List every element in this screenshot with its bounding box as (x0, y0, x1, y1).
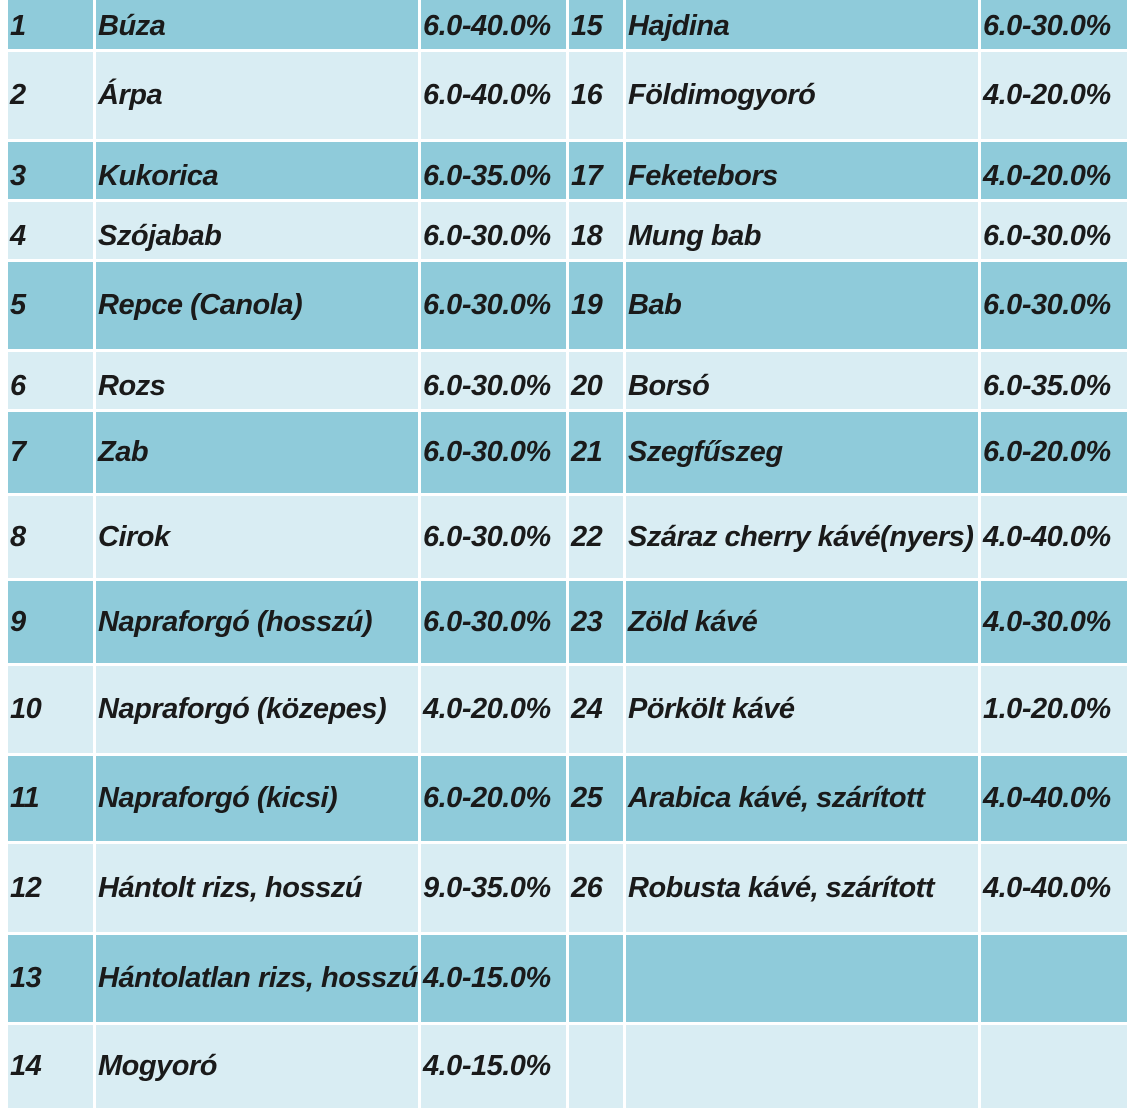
table-row: 1 Búza 6.0-40.0% 15 Hajdina 6.0-30.0% (8, 0, 1127, 52)
row-number: 23 (566, 581, 623, 666)
row-number: 10 (8, 666, 93, 756)
moisture-range: 6.0-35.0% (418, 142, 566, 202)
moisture-range: 6.0-30.0% (978, 202, 1127, 262)
moisture-range: 1.0-20.0% (978, 666, 1127, 756)
table-row: 7 Zab 6.0-30.0% 21 Szegfűszeg 6.0-20.0% (8, 412, 1127, 496)
row-number: 12 (8, 844, 93, 935)
row-number: 7 (8, 412, 93, 496)
row-number: 15 (566, 0, 623, 52)
row-number: 6 (8, 352, 93, 412)
moisture-range: 6.0-30.0% (418, 496, 566, 581)
row-number: 24 (566, 666, 623, 756)
moisture-range: 6.0-30.0% (418, 412, 566, 496)
grain-name: Földimogyoró (623, 52, 978, 142)
table-row: 3 Kukorica 6.0-35.0% 17 Feketebors 4.0-2… (8, 142, 1127, 202)
grain-name: Bab (623, 262, 978, 352)
row-number: 13 (8, 935, 93, 1025)
grain-name: Napraforgó (közepes) (93, 666, 418, 756)
moisture-range (978, 1025, 1127, 1111)
grain-name: Arabica kávé, szárított (623, 756, 978, 844)
row-number: 9 (8, 581, 93, 666)
row-number: 4 (8, 202, 93, 262)
row-number: 8 (8, 496, 93, 581)
moisture-range: 6.0-40.0% (418, 52, 566, 142)
moisture-range: 6.0-30.0% (418, 581, 566, 666)
grain-name: Mogyoró (93, 1025, 418, 1111)
row-number: 16 (566, 52, 623, 142)
grain-name: Napraforgó (kicsi) (93, 756, 418, 844)
row-number: 19 (566, 262, 623, 352)
moisture-range: 4.0-40.0% (978, 756, 1127, 844)
table-row: 11 Napraforgó (kicsi) 6.0-20.0% 25 Arabi… (8, 756, 1127, 844)
moisture-range: 6.0-30.0% (418, 202, 566, 262)
grain-name: Száraz cherry kávé(nyers) (623, 496, 978, 581)
moisture-range: 4.0-30.0% (978, 581, 1127, 666)
grain-name: Borsó (623, 352, 978, 412)
moisture-range: 6.0-30.0% (978, 0, 1127, 52)
row-number: 20 (566, 352, 623, 412)
grain-name: Szójabab (93, 202, 418, 262)
moisture-range: 6.0-30.0% (418, 352, 566, 412)
moisture-range: 4.0-15.0% (418, 935, 566, 1025)
table-row: 6 Rozs 6.0-30.0% 20 Borsó 6.0-35.0% (8, 352, 1127, 412)
table-row: 5 Repce (Canola) 6.0-30.0% 19 Bab 6.0-30… (8, 262, 1127, 352)
grain-name: Rozs (93, 352, 418, 412)
row-number: 3 (8, 142, 93, 202)
row-number: 21 (566, 412, 623, 496)
moisture-range (978, 935, 1127, 1025)
row-number: 22 (566, 496, 623, 581)
grain-name: Pörkölt kávé (623, 666, 978, 756)
grain-name: Napraforgó (hosszú) (93, 581, 418, 666)
grain-name: Hántolt rizs, hosszú (93, 844, 418, 935)
row-number: 5 (8, 262, 93, 352)
grain-name (623, 1025, 978, 1111)
moisture-range: 6.0-40.0% (418, 0, 566, 52)
grain-name (623, 935, 978, 1025)
grain-name: Zab (93, 412, 418, 496)
moisture-range: 4.0-15.0% (418, 1025, 566, 1111)
moisture-range: 4.0-40.0% (978, 496, 1127, 581)
grain-moisture-table: 1 Búza 6.0-40.0% 15 Hajdina 6.0-30.0% 2 … (8, 0, 1127, 1111)
row-number: 18 (566, 202, 623, 262)
moisture-range: 6.0-30.0% (418, 262, 566, 352)
grain-name: Feketebors (623, 142, 978, 202)
row-number (566, 1025, 623, 1111)
table-row: 4 Szójabab 6.0-30.0% 18 Mung bab 6.0-30.… (8, 202, 1127, 262)
grain-name: Cirok (93, 496, 418, 581)
grain-name: Szegfűszeg (623, 412, 978, 496)
moisture-range: 6.0-35.0% (978, 352, 1127, 412)
row-number: 26 (566, 844, 623, 935)
moisture-range: 6.0-20.0% (418, 756, 566, 844)
table-row: 9 Napraforgó (hosszú) 6.0-30.0% 23 Zöld … (8, 581, 1127, 666)
moisture-range: 9.0-35.0% (418, 844, 566, 935)
grain-name: Robusta kávé, szárított (623, 844, 978, 935)
moisture-range: 4.0-20.0% (418, 666, 566, 756)
grain-name: Repce (Canola) (93, 262, 418, 352)
row-number: 11 (8, 756, 93, 844)
row-number: 2 (8, 52, 93, 142)
moisture-range: 6.0-30.0% (978, 262, 1127, 352)
row-number: 17 (566, 142, 623, 202)
moisture-range: 4.0-20.0% (978, 142, 1127, 202)
moisture-range: 6.0-20.0% (978, 412, 1127, 496)
grain-name: Búza (93, 0, 418, 52)
row-number: 1 (8, 0, 93, 52)
grain-name: Hántolatlan rizs, hosszú (93, 935, 418, 1025)
row-number: 25 (566, 756, 623, 844)
grain-name: Mung bab (623, 202, 978, 262)
grain-name: Árpa (93, 52, 418, 142)
table-row: 14 Mogyoró 4.0-15.0% (8, 1025, 1127, 1111)
table-row: 8 Cirok 6.0-30.0% 22 Száraz cherry kávé(… (8, 496, 1127, 581)
grain-name: Kukorica (93, 142, 418, 202)
table-row: 13 Hántolatlan rizs, hosszú 4.0-15.0% (8, 935, 1127, 1025)
row-number (566, 935, 623, 1025)
table-row: 2 Árpa 6.0-40.0% 16 Földimogyoró 4.0-20.… (8, 52, 1127, 142)
moisture-range: 4.0-40.0% (978, 844, 1127, 935)
table-row: 12 Hántolt rizs, hosszú 9.0-35.0% 26 Rob… (8, 844, 1127, 935)
grain-name: Zöld kávé (623, 581, 978, 666)
grain-name: Hajdina (623, 0, 978, 52)
moisture-range: 4.0-20.0% (978, 52, 1127, 142)
row-number: 14 (8, 1025, 93, 1111)
table-row: 10 Napraforgó (közepes) 4.0-20.0% 24 Pör… (8, 666, 1127, 756)
